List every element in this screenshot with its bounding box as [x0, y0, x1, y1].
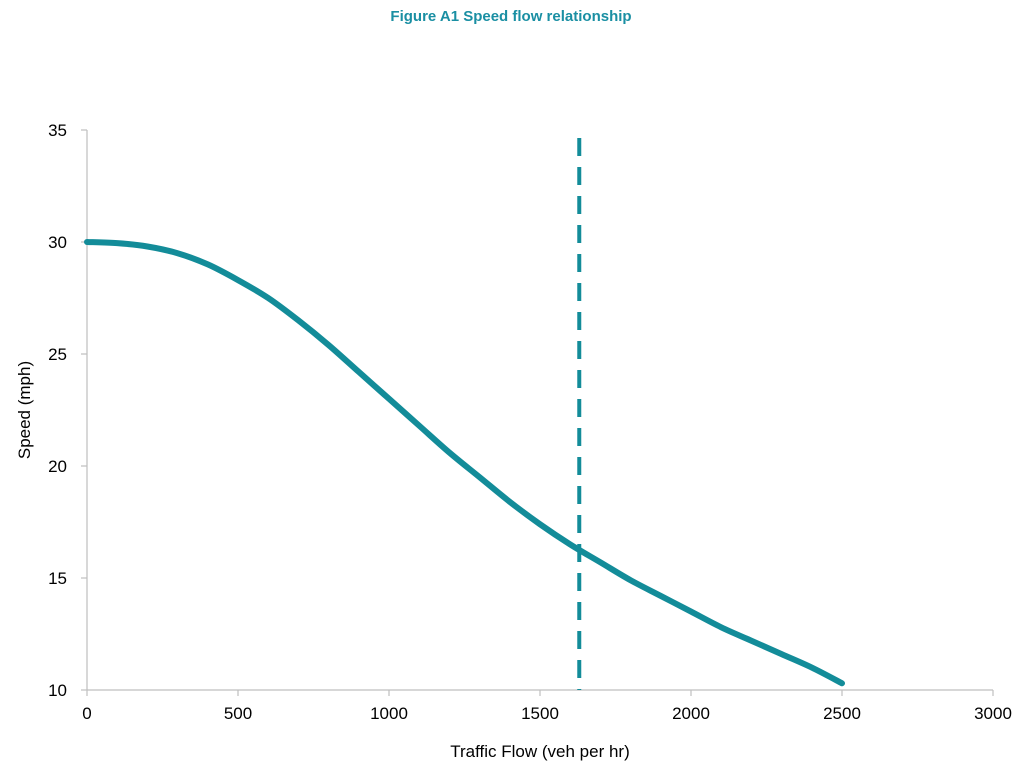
y-axis-title: Speed (mph) — [15, 361, 34, 459]
x-tick-label: 1000 — [370, 704, 408, 723]
x-tick-label: 3000 — [974, 704, 1012, 723]
x-tick-label: 500 — [224, 704, 252, 723]
y-tick-label: 15 — [48, 569, 67, 588]
y-tick-label: 25 — [48, 345, 67, 364]
y-tick-label: 10 — [48, 681, 67, 700]
plot-area — [84, 138, 845, 690]
x-tick-label: 1500 — [521, 704, 559, 723]
x-axis-title: Traffic Flow (veh per hr) — [450, 742, 630, 761]
x-tick-label: 2000 — [672, 704, 710, 723]
speed-flow-curve — [84, 239, 845, 687]
y-tick-label: 30 — [48, 233, 67, 252]
chart-title: Figure A1 Speed flow relationship — [390, 8, 632, 25]
y-tick-label: 35 — [48, 121, 67, 140]
x-tick-label: 2500 — [823, 704, 861, 723]
x-tick-label: 0 — [82, 704, 91, 723]
y-tick-label: 20 — [48, 457, 67, 476]
axes: 10 15 20 25 30 35 0 500 1000 1500 2000 2500 3000 — [48, 121, 1012, 723]
